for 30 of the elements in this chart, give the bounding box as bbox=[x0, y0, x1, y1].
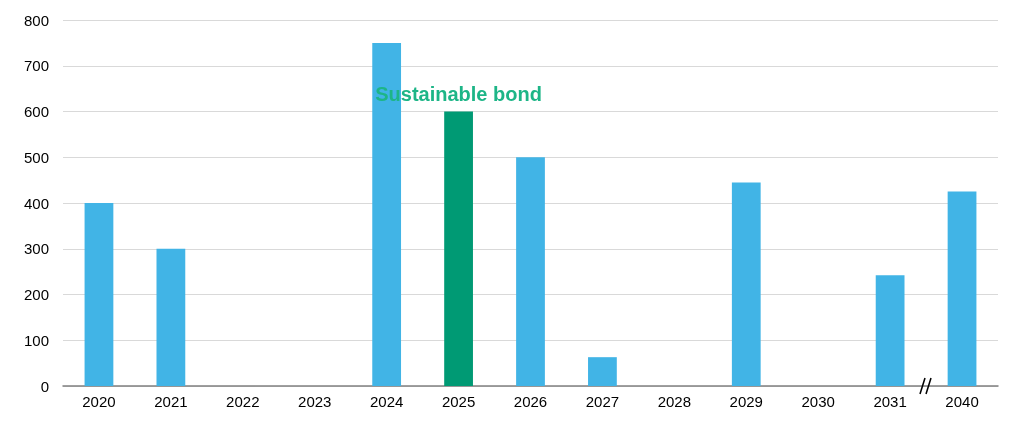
y-tick-label: 800 bbox=[23, 11, 49, 29]
x-tick-label: 2029 bbox=[729, 393, 763, 410]
x-tick-label: 2040 bbox=[945, 393, 979, 410]
y-tick-label: 100 bbox=[23, 331, 49, 349]
x-tick-label: 2031 bbox=[873, 393, 907, 410]
y-tick-label: 700 bbox=[23, 57, 49, 75]
x-tick-label: 2028 bbox=[657, 393, 692, 410]
bar bbox=[84, 203, 114, 386]
x-tick-label: 2026 bbox=[513, 393, 548, 410]
bar bbox=[588, 357, 617, 386]
x-tick-label: 2027 bbox=[585, 393, 620, 410]
bar bbox=[947, 191, 977, 386]
y-tick-label: 500 bbox=[23, 148, 49, 166]
x-tick-label: 2030 bbox=[801, 393, 835, 410]
y-tick-label: 300 bbox=[23, 240, 49, 258]
y-tick-label: 200 bbox=[23, 286, 49, 303]
y-tick-label: 400 bbox=[23, 194, 49, 212]
x-tick-label: 2022 bbox=[226, 393, 260, 410]
x-tick-label: 2020 bbox=[82, 393, 116, 410]
bar bbox=[444, 111, 473, 386]
y-tick-label: 0 bbox=[40, 377, 49, 395]
bar bbox=[516, 157, 545, 386]
x-tick-label: 2024 bbox=[369, 393, 404, 410]
x-tick-label: 2021 bbox=[154, 393, 188, 410]
x-tick-label: 2025 bbox=[441, 393, 476, 410]
bar bbox=[731, 182, 761, 386]
x-tick-label: 2023 bbox=[298, 393, 332, 410]
bar bbox=[156, 248, 186, 386]
y-tick-label: 600 bbox=[23, 103, 49, 120]
bar bbox=[875, 275, 905, 386]
